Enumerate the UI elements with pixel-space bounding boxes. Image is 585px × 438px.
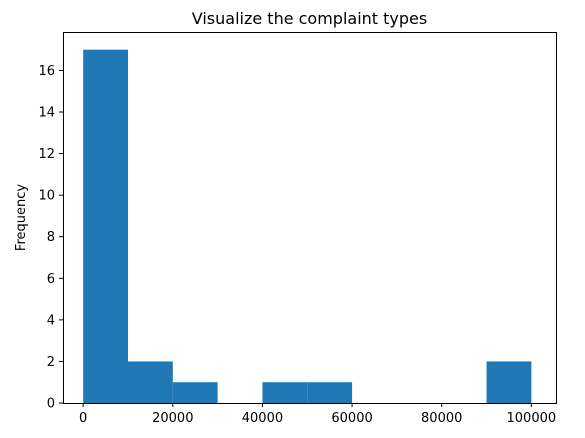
- y-axis-ticks: 0 2 4 6 8 10 12 14 16: [38, 64, 63, 412]
- y-tick-label-2: 4: [47, 313, 55, 328]
- x-tick-label-3: 60000: [331, 411, 372, 426]
- y-tick-label-3: 6: [47, 272, 55, 287]
- x-tick-label-2: 40000: [242, 411, 283, 426]
- histogram-bar-0: [83, 49, 128, 404]
- chart-title: Visualize the complaint types: [192, 9, 427, 28]
- y-tick-label-5: 10: [38, 189, 55, 204]
- x-tick-label-5: 100000: [507, 411, 557, 426]
- histogram-bar-4: [262, 382, 308, 403]
- plot-frame: [63, 32, 557, 404]
- histogram-bar-5: [307, 382, 353, 403]
- y-tick-label-0: 0: [47, 397, 55, 412]
- y-tick-label-7: 14: [38, 106, 55, 121]
- x-tick-label-1: 20000: [152, 411, 193, 426]
- histogram-bar-9: [486, 361, 532, 403]
- y-tick-label-8: 16: [38, 64, 55, 79]
- histogram-bar-1: [127, 361, 173, 403]
- bars-group: [83, 49, 532, 404]
- x-axis-ticks: 0 20000 40000 60000 80000 100000: [79, 403, 556, 426]
- y-tick-label-6: 12: [38, 147, 55, 162]
- y-tick-label-4: 8: [47, 230, 55, 245]
- histogram-bar-2: [172, 382, 218, 403]
- x-tick-label-0: 0: [79, 411, 87, 426]
- y-axis-label: Frequency: [14, 184, 29, 251]
- x-tick-label-4: 80000: [421, 411, 462, 426]
- y-tick-label-1: 2: [47, 355, 55, 370]
